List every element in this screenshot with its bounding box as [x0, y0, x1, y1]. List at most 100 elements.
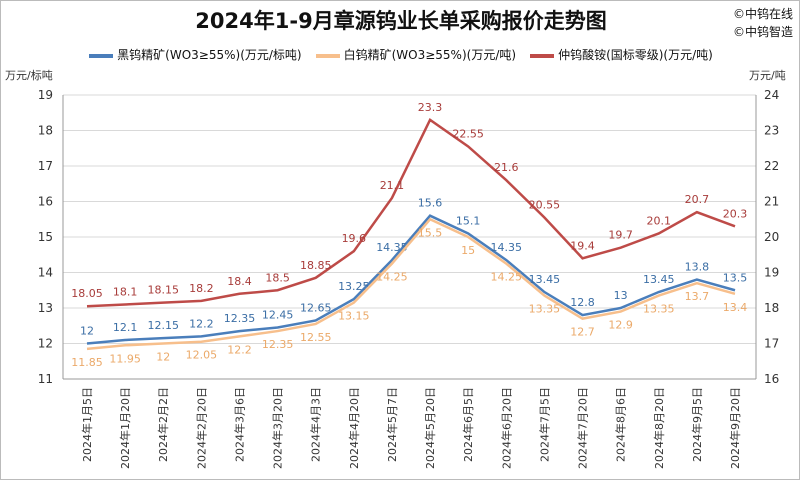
- left-tick-label: 19: [38, 88, 53, 102]
- data-label: 13.15: [338, 310, 370, 323]
- right-tick-label: 24: [764, 88, 779, 102]
- data-label: 18.1: [113, 285, 138, 298]
- data-label: 13.35: [643, 303, 675, 316]
- data-label: 18.85: [300, 259, 332, 272]
- data-label: 12.15: [147, 319, 179, 332]
- data-label: 12.35: [224, 312, 256, 325]
- chart-title: 2024年1-9月章源钨业长单采购报价走势图: [195, 9, 607, 33]
- data-label: 12.8: [570, 296, 595, 309]
- right-tick-label: 17: [764, 337, 779, 351]
- legend-label: 黑钨精矿(WO3≥55%)(万元/标吨): [117, 48, 302, 62]
- data-label: 20.3: [723, 207, 748, 220]
- data-label: 13: [614, 289, 628, 302]
- legend: 黑钨精矿(WO3≥55%)(万元/标吨) 白钨精矿(WO3≥55%)(万元/吨)…: [1, 48, 800, 63]
- left-tick-label: 16: [38, 195, 53, 209]
- data-label: 22.55: [452, 127, 484, 140]
- data-label: 12.9: [608, 319, 633, 332]
- data-label: 15: [461, 244, 475, 257]
- data-label: 21.1: [380, 179, 405, 192]
- data-label: 13.7: [685, 290, 710, 303]
- x-tick-label: 2024年1月20日: [118, 387, 132, 469]
- data-label: 14.25: [491, 271, 523, 284]
- left-tick-label: 18: [38, 124, 53, 138]
- x-tick-label: 2024年3月20日: [271, 387, 285, 469]
- legend-swatch: [89, 53, 114, 58]
- x-tick-label: 2024年2月2日: [156, 387, 170, 462]
- x-tick-label: 2024年2月20日: [194, 387, 208, 469]
- legend-label: 仲钨酸铵(国标零级)(万元/吨): [558, 48, 713, 62]
- right-tick-label: 23: [764, 124, 779, 138]
- series-line-2: [86, 217, 736, 351]
- data-label: 18.2: [189, 282, 214, 295]
- right-tick-label: 18: [764, 301, 779, 315]
- left-axis-unit: 万元/标吨: [5, 69, 53, 82]
- data-label: 14.35: [491, 241, 523, 254]
- x-tick-label: 2024年9月20日: [728, 387, 742, 469]
- left-tick-label: 14: [38, 266, 53, 280]
- data-label: 12.05: [186, 349, 218, 362]
- x-tick-label: 2024年7月20日: [576, 387, 590, 469]
- data-label: 13.45: [529, 273, 561, 286]
- data-label: 12: [80, 325, 94, 338]
- x-tick-label: 2024年6月5日: [461, 387, 475, 462]
- x-tick-label: 2024年7月5日: [537, 387, 551, 462]
- legend-swatch: [530, 53, 555, 58]
- data-label: 12.2: [189, 317, 214, 330]
- data-label: 12.35: [262, 338, 294, 351]
- data-label: 12.65: [300, 301, 332, 314]
- series-line-3: [86, 117, 736, 308]
- data-label: 14.35: [376, 241, 408, 254]
- data-label: 11.95: [109, 352, 141, 365]
- credit-1: ©中钨在线: [733, 7, 794, 21]
- data-label: 13.5: [723, 271, 748, 284]
- x-tick-label: 2024年8月20日: [652, 387, 666, 469]
- series-line-1: [86, 214, 736, 345]
- data-label: 15.5: [418, 226, 443, 239]
- right-tick-label: 20: [764, 230, 779, 244]
- data-label: 18.5: [265, 271, 290, 284]
- legend-label: 白钨精矿(WO3≥55%)(万元/吨): [343, 48, 517, 62]
- right-tick-label: 22: [764, 159, 779, 173]
- data-label: 19.7: [608, 229, 633, 242]
- x-tick-label: 2024年3月6日: [232, 387, 246, 462]
- data-label: 13.8: [685, 261, 710, 274]
- x-tick-label: 2024年4月3日: [309, 387, 323, 462]
- data-label: 11.85: [71, 356, 103, 369]
- data-label: 18.15: [147, 284, 179, 297]
- left-tick-label: 11: [38, 372, 53, 386]
- data-label: 21.6: [494, 161, 519, 174]
- data-label: 12.1: [113, 321, 138, 334]
- right-tick-label: 21: [764, 195, 779, 209]
- x-tick-label: 2024年8月6日: [614, 387, 628, 462]
- data-label: 13.45: [643, 273, 675, 286]
- left-tick-label: 17: [38, 159, 53, 173]
- x-tick-label: 2024年1月5日: [80, 387, 94, 462]
- left-tick-label: 13: [38, 301, 53, 315]
- data-label: 20.7: [685, 193, 710, 206]
- data-label: 19.4: [570, 239, 595, 252]
- right-axis-unit: 万元/吨: [749, 69, 786, 82]
- data-label: 12.2: [227, 343, 252, 356]
- data-label: 20.55: [529, 198, 561, 211]
- credit-2: ©中钨智造: [733, 25, 794, 39]
- data-label: 13.35: [529, 303, 561, 316]
- right-tick-label: 19: [764, 266, 779, 280]
- data-label: 12.45: [262, 309, 294, 322]
- legend-item-1: 黑钨精矿(WO3≥55%)(万元/标吨): [89, 48, 302, 63]
- x-tick-label: 2024年9月5日: [690, 387, 704, 462]
- data-label: 13.25: [338, 280, 370, 293]
- x-tick-label: 2024年5月7日: [385, 387, 399, 462]
- data-label: 18.4: [227, 275, 252, 288]
- legend-swatch: [315, 53, 340, 58]
- data-label: 23.3: [418, 101, 443, 114]
- right-tick-label: 16: [764, 372, 779, 386]
- data-label: 12.55: [300, 331, 332, 344]
- data-label: 19.6: [342, 232, 367, 245]
- data-label: 12: [156, 351, 170, 364]
- data-label: 15.6: [418, 197, 443, 210]
- x-tick-label: 2024年6月20日: [499, 387, 513, 469]
- x-tick-label: 2024年4月20日: [347, 387, 361, 469]
- left-tick-label: 15: [38, 230, 53, 244]
